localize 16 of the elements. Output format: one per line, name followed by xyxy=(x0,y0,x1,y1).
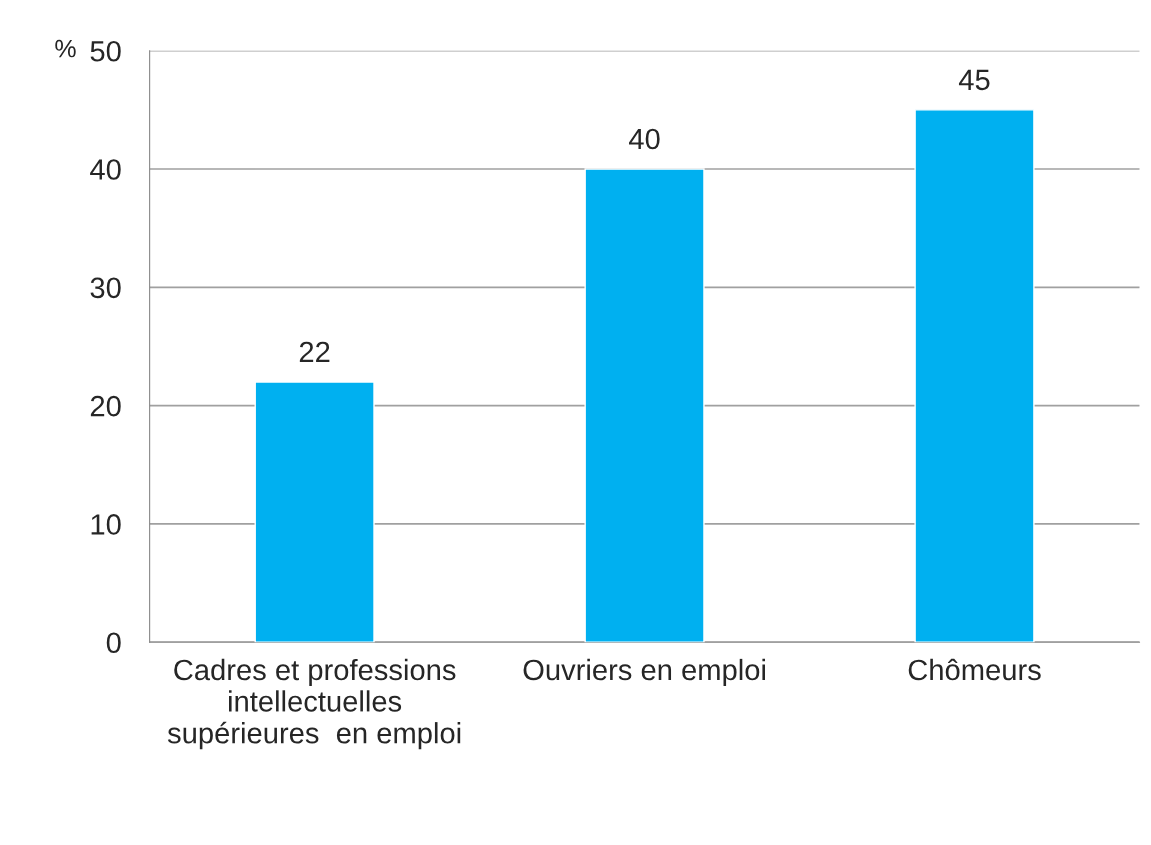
y-tick-label: 20 xyxy=(90,395,121,417)
y-tick-label: 40 xyxy=(90,159,121,180)
bar xyxy=(914,109,1035,643)
y-tick-label: 30 xyxy=(90,277,121,299)
data-label: 45 xyxy=(958,69,990,91)
y-axis-title: % xyxy=(55,39,76,58)
bar xyxy=(584,168,705,643)
x-tick-label: Cadres et professions intellectuelles supérieures en emploi xyxy=(167,658,461,750)
bar xyxy=(254,381,375,643)
data-label: 22 xyxy=(299,341,330,362)
x-tick-label: Ouvriers en emploi xyxy=(523,658,765,687)
y-tick-label: 10 xyxy=(91,514,121,535)
x-tick-label: Chômeurs xyxy=(908,658,1041,681)
y-tick-label: 50 xyxy=(90,40,121,62)
data-label: 40 xyxy=(629,128,660,150)
y-tick-label: 0 xyxy=(106,632,121,654)
